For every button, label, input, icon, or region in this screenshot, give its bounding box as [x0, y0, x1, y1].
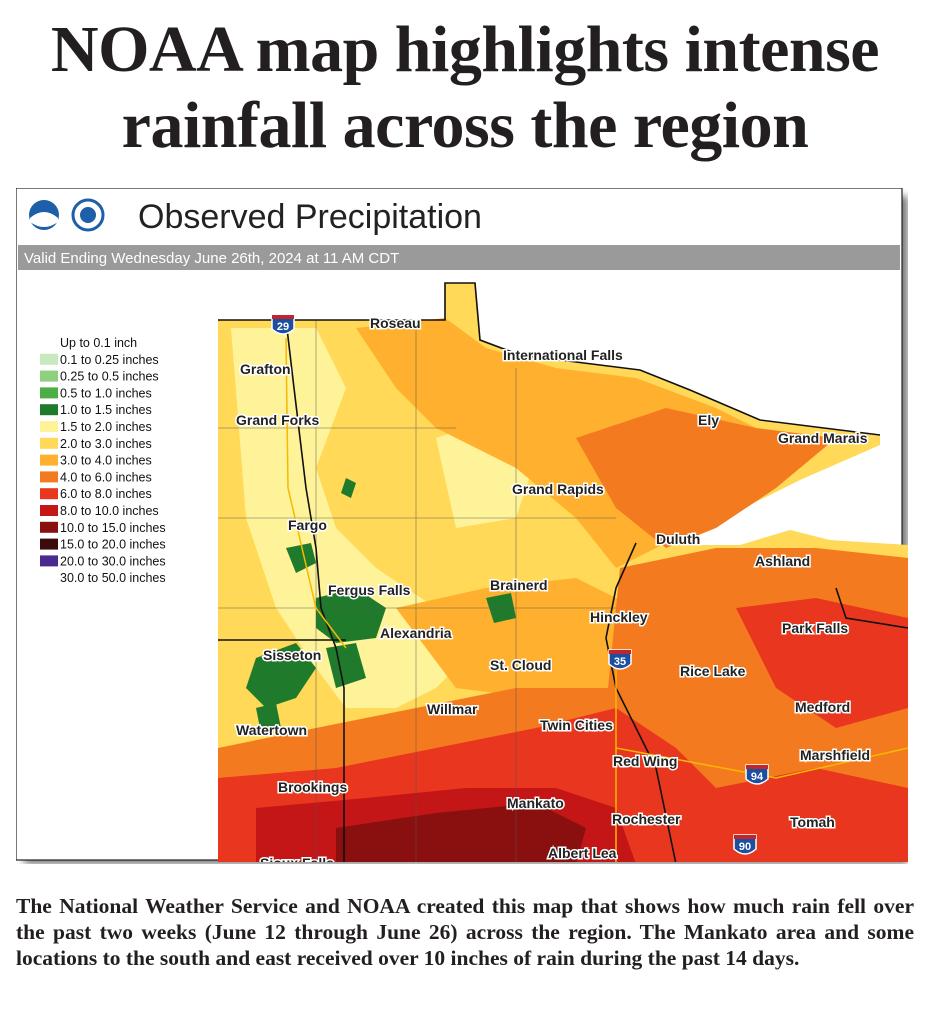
interstate-shield — [271, 314, 295, 335]
legend-label: 1.5 to 2.0 inches — [60, 420, 152, 434]
city-label: Willmar — [427, 701, 478, 717]
interstate-top — [272, 315, 294, 319]
city-label: International Falls — [503, 347, 623, 363]
legend-swatch — [40, 370, 58, 382]
legend-label: 0.5 to 1.0 inches — [60, 386, 152, 400]
legend-label: 0.1 to 0.25 inches — [60, 353, 159, 367]
map-title: Observed Precipitation — [138, 198, 482, 236]
legend-label: 15.0 to 20.0 inches — [60, 538, 166, 552]
legend-swatch — [40, 421, 58, 432]
legend-swatch — [40, 505, 58, 516]
legend-label: 8.0 to 10.0 inches — [60, 504, 159, 518]
interstate-shield — [608, 649, 632, 670]
city-label: St. Cloud — [490, 657, 551, 673]
legend-swatch — [40, 538, 58, 550]
interstate-number: 94 — [751, 771, 764, 783]
legend-swatch — [40, 471, 58, 483]
legend-swatch — [40, 555, 58, 567]
legend-swatch — [40, 387, 58, 399]
city-label: Tomah — [790, 814, 835, 830]
legend-swatch — [40, 521, 58, 533]
city-label: Fergus Falls — [328, 582, 411, 598]
interstate-top — [746, 765, 768, 769]
city-label: Ely — [698, 412, 719, 428]
caption: The National Weather Service and NOAA cr… — [16, 894, 914, 970]
legend-label: 3.0 to 4.0 inches — [60, 454, 152, 468]
city-label: Albert Lea — [548, 845, 617, 861]
legend-swatch — [40, 437, 58, 449]
interstate-number: 90 — [739, 841, 751, 853]
legend-label: 6.0 to 8.0 inches — [60, 487, 152, 501]
interstate-shield — [733, 834, 757, 855]
city-label: Park Falls — [782, 620, 848, 636]
city-label: Sioux Falls — [260, 855, 334, 864]
interstate-shield — [745, 764, 769, 785]
legend-swatch — [40, 454, 58, 466]
city-label: Brookings — [278, 779, 347, 795]
city-label: Twin Cities — [540, 717, 613, 733]
logos — [29, 198, 105, 232]
city-label: Grand Marais — [778, 430, 868, 446]
legend-label: 1.0 to 1.5 inches — [60, 403, 152, 417]
city-label: Mankato — [507, 795, 564, 811]
interstate-top — [609, 650, 631, 654]
city-label: Watertown — [236, 722, 307, 738]
valid-bar — [18, 245, 900, 270]
city-label: Grand Rapids — [512, 481, 604, 497]
city-label: Alexandria — [380, 625, 452, 641]
city-label: Rice Lake — [680, 663, 746, 679]
legend-swatch — [40, 353, 58, 365]
city-label: Roseau — [370, 315, 421, 331]
legend-label: Up to 0.1 inch — [60, 336, 137, 350]
legend-swatch — [40, 404, 58, 416]
interstate-number: 35 — [614, 656, 626, 668]
legend: Up to 0.1 inch 0.1 to 0.25 inches 0.25 to … — [40, 336, 166, 585]
precip-map — [218, 282, 908, 862]
city-label: Rochester — [612, 811, 681, 827]
map-figure: Observed Precipitation Valid Ending Wedn… — [16, 188, 908, 864]
city-label: Sisseton — [263, 647, 321, 663]
city-label: Grand Forks — [236, 412, 319, 428]
city-label: Red Wing — [613, 753, 677, 769]
interstate-number: 29 — [277, 321, 289, 333]
city-label: Marshfield — [800, 747, 870, 763]
city-label: Grafton — [240, 361, 291, 377]
city-label: Fargo — [288, 517, 327, 533]
legend-label: 0.25 to 0.5 inches — [60, 370, 159, 384]
legend-label: 20.0 to 30.0 inches — [60, 554, 166, 568]
city-label: Duluth — [656, 531, 700, 547]
city-labels: Roseau International Falls Grafton Grand Fo… — [235, 314, 872, 864]
city-label: Hinckley — [590, 609, 648, 625]
headline: NOAA map highlights intense rainfall acr… — [50, 13, 880, 162]
legend-label: 10.0 to 15.0 inches — [60, 521, 166, 535]
legend-label: 4.0 to 6.0 inches — [60, 470, 152, 484]
interstates: 29 35 94 90 — [271, 314, 769, 855]
city-label: Medford — [795, 699, 850, 715]
interstate-top — [734, 835, 756, 839]
valid-text: Valid Ending Wednesday June 26th, 2024 a… — [24, 250, 399, 267]
legend-swatch — [40, 488, 58, 500]
legend-label: 30.0 to 50.0 inches — [60, 571, 166, 585]
city-label: Brainerd — [490, 577, 548, 593]
legend-label: 2.0 to 3.0 inches — [60, 437, 152, 451]
city-label: Ashland — [755, 553, 810, 569]
